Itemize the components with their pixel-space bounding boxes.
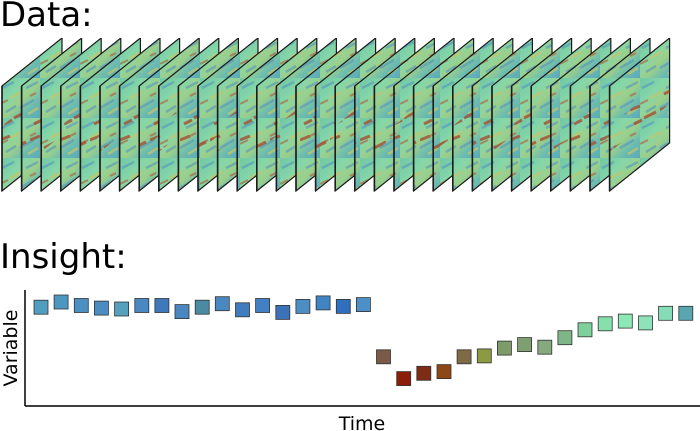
data-point	[154, 298, 170, 313]
data-point	[456, 349, 472, 365]
data-point	[255, 298, 271, 313]
data-point	[617, 313, 633, 329]
data-point	[436, 364, 452, 379]
data-point	[396, 371, 412, 386]
insight-heading: Insight:	[0, 237, 127, 277]
data-frame-stack	[1, 38, 671, 193]
data-point	[416, 365, 432, 381]
data-point	[678, 305, 694, 321]
y-axis-label: Variable	[0, 310, 22, 387]
data-frame-band	[609, 77, 670, 152]
data-point	[597, 316, 613, 332]
data-point	[114, 301, 129, 317]
data-point	[94, 300, 109, 316]
data-point	[517, 337, 532, 352]
data-point	[355, 297, 371, 313]
data-point	[235, 302, 250, 318]
data-point	[315, 295, 331, 311]
data-point	[73, 298, 89, 313]
data-point	[638, 315, 653, 331]
data-point	[537, 339, 553, 355]
data-point	[275, 304, 291, 320]
data-point	[53, 294, 69, 310]
data-point	[335, 298, 351, 314]
data-point	[174, 304, 190, 320]
data-point	[376, 349, 391, 365]
data-heading: Data:	[0, 0, 93, 35]
data-point	[134, 298, 150, 313]
data-points	[33, 294, 694, 386]
data-point	[496, 340, 512, 356]
data-point	[658, 305, 673, 321]
data-point	[194, 299, 210, 315]
data-point	[577, 322, 593, 338]
data-point	[476, 348, 492, 364]
data-point	[295, 298, 311, 314]
data-point	[214, 296, 230, 312]
data-point	[33, 299, 49, 315]
x-axis-label: Time	[338, 413, 386, 431]
data-point	[557, 330, 573, 346]
insight-plot: Time Variable	[0, 290, 700, 431]
